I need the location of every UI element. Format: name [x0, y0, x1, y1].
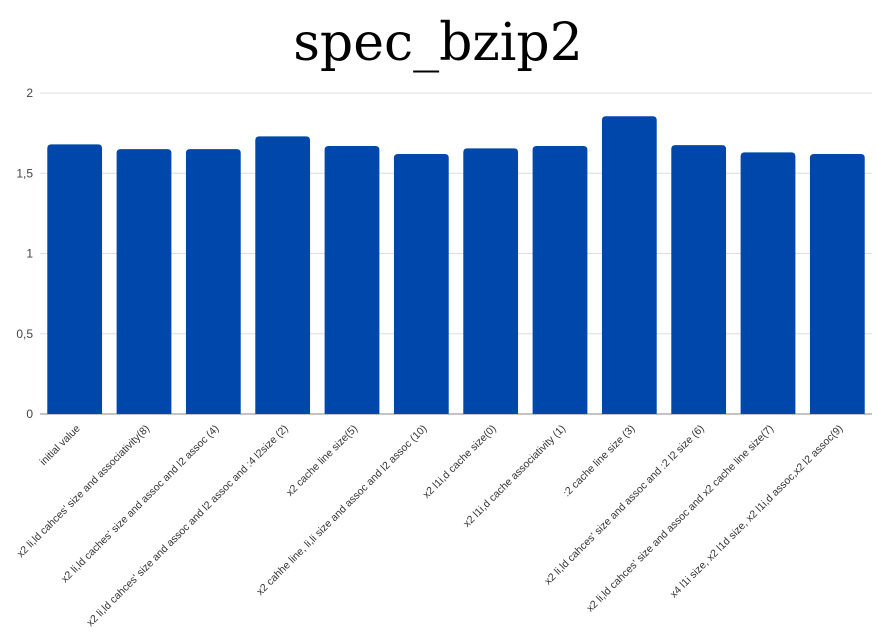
y-axis-ticks: 0 0,5 1 1,5 2	[16, 86, 33, 421]
x-tick-label: x2 cache line size(5)	[284, 423, 360, 499]
x-tick-label: :2 cache line size (3)	[561, 423, 638, 500]
bar	[47, 144, 103, 415]
y-tick-label: 1,5	[16, 166, 33, 180]
x-tick-label: x2 li,ld cahces' size and assoc and :2 l…	[542, 423, 707, 588]
y-tick-label: 2	[26, 86, 33, 100]
gridlines	[40, 92, 872, 415]
bars	[47, 116, 865, 415]
bar	[185, 149, 241, 415]
bar	[671, 145, 727, 414]
bar	[740, 152, 796, 414]
y-tick-label: 0,5	[16, 327, 33, 341]
y-tick-label: 0	[26, 407, 33, 421]
x-tick-label: x2 l1i,d cache size(0)	[421, 423, 499, 501]
bar	[116, 149, 172, 415]
x-tick-label: initial value	[38, 423, 83, 468]
chart-title: spec_bzip2	[293, 13, 583, 73]
bar	[463, 148, 519, 414]
bar	[532, 145, 588, 414]
bar	[393, 153, 449, 415]
bar	[809, 153, 865, 415]
x-tick-label: x2 li,ld caches' size and assoc and l2 a…	[59, 423, 222, 586]
y-tick-label: 1	[26, 247, 33, 261]
bar	[255, 136, 311, 414]
x-tick-label: x2 li,ld cahces' size and associativity(…	[15, 423, 152, 560]
bar	[601, 116, 657, 415]
bar	[324, 145, 380, 414]
